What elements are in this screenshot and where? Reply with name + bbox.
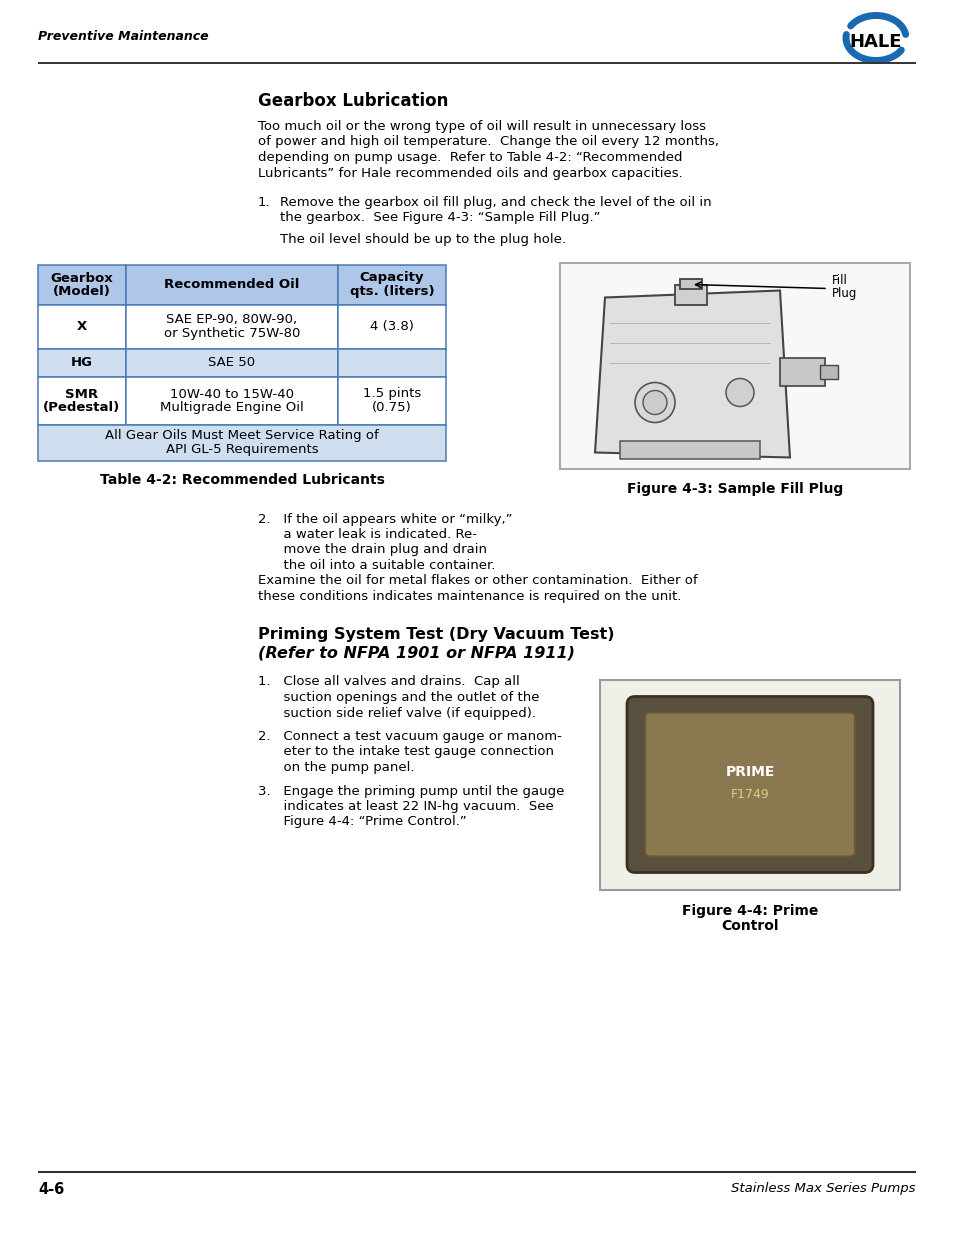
- Text: (Model): (Model): [53, 284, 111, 298]
- Bar: [337, 264, 446, 305]
- FancyBboxPatch shape: [644, 713, 854, 857]
- Bar: [38, 377, 126, 425]
- Text: indicates at least 22 IN-hg vacuum.  See: indicates at least 22 IN-hg vacuum. See: [257, 800, 553, 813]
- Bar: [38, 348, 126, 377]
- Text: Table 4-2: Recommended Lubricants: Table 4-2: Recommended Lubricants: [99, 473, 384, 487]
- Text: Preventive Maintenance: Preventive Maintenance: [38, 30, 209, 43]
- Text: Plug: Plug: [831, 287, 857, 300]
- Text: move the drain plug and drain: move the drain plug and drain: [257, 543, 486, 557]
- Bar: [126, 264, 337, 305]
- Bar: [619, 441, 760, 458]
- Text: X: X: [77, 320, 87, 333]
- Text: API GL-5 Requirements: API GL-5 Requirements: [166, 442, 318, 456]
- Text: 4 (3.8): 4 (3.8): [370, 320, 414, 333]
- Text: of power and high oil temperature.  Change the oil every 12 months,: of power and high oil temperature. Chang…: [257, 136, 719, 148]
- Text: SAE EP-90, 80W-90,: SAE EP-90, 80W-90,: [166, 314, 297, 326]
- Text: the oil into a suitable container.: the oil into a suitable container.: [257, 559, 495, 572]
- Bar: [780, 357, 824, 385]
- Circle shape: [725, 378, 753, 406]
- Text: 2.   Connect a test vacuum gauge or manom-: 2. Connect a test vacuum gauge or manom-: [257, 730, 561, 743]
- Bar: [559, 263, 909, 468]
- Bar: [337, 348, 446, 377]
- FancyBboxPatch shape: [626, 697, 872, 872]
- Text: depending on pump usage.  Refer to Table 4-2: “Recommended: depending on pump usage. Refer to Table …: [257, 151, 681, 164]
- Text: Recommended Oil: Recommended Oil: [164, 278, 299, 291]
- Text: (Pedestal): (Pedestal): [43, 400, 120, 414]
- Bar: [126, 348, 337, 377]
- Text: Examine the oil for metal flakes or other contamination.  Either of: Examine the oil for metal flakes or othe…: [257, 574, 697, 588]
- Text: Remove the gearbox oil fill plug, and check the level of the oil in: Remove the gearbox oil fill plug, and ch…: [280, 196, 711, 209]
- Text: Multigrade Engine Oil: Multigrade Engine Oil: [160, 400, 304, 414]
- Text: (0.75): (0.75): [372, 400, 412, 414]
- Bar: [337, 377, 446, 425]
- Text: (Refer to NFPA 1901 or NFPA 1911): (Refer to NFPA 1901 or NFPA 1911): [257, 646, 575, 661]
- Bar: [820, 364, 837, 378]
- Bar: [126, 305, 337, 348]
- Text: PRIME: PRIME: [724, 766, 774, 779]
- Text: Too much oil or the wrong type of oil will result in unnecessary loss: Too much oil or the wrong type of oil wi…: [257, 120, 705, 133]
- Bar: [126, 377, 337, 425]
- Text: Figure 4-4: Prime: Figure 4-4: Prime: [681, 904, 818, 918]
- Text: Stainless Max Series Pumps: Stainless Max Series Pumps: [731, 1182, 915, 1195]
- Bar: [675, 284, 706, 305]
- Polygon shape: [595, 290, 789, 457]
- Text: 4-6: 4-6: [38, 1182, 64, 1197]
- Text: Priming System Test (Dry Vacuum Test): Priming System Test (Dry Vacuum Test): [257, 627, 614, 642]
- Text: Control: Control: [720, 919, 778, 932]
- Text: F1749: F1749: [730, 788, 768, 802]
- Text: Gearbox: Gearbox: [51, 272, 113, 284]
- Text: Fill: Fill: [831, 274, 847, 288]
- Text: Figure 4-4: “Prime Control.”: Figure 4-4: “Prime Control.”: [257, 815, 466, 829]
- Text: eter to the intake test gauge connection: eter to the intake test gauge connection: [257, 746, 554, 758]
- Text: 1.   Close all valves and drains.  Cap all: 1. Close all valves and drains. Cap all: [257, 676, 519, 688]
- Text: on the pump panel.: on the pump panel.: [257, 761, 414, 774]
- Text: The oil level should be up to the plug hole.: The oil level should be up to the plug h…: [280, 233, 565, 246]
- Text: SMR: SMR: [66, 388, 98, 400]
- Text: Figure 4-3: Sample Fill Plug: Figure 4-3: Sample Fill Plug: [626, 483, 842, 496]
- Bar: [599, 679, 899, 889]
- Text: or Synthetic 75W-80: or Synthetic 75W-80: [164, 326, 300, 340]
- Text: a water leak is indicated. Re-: a water leak is indicated. Re-: [257, 529, 476, 541]
- Bar: [38, 425, 446, 461]
- Text: suction openings and the outlet of the: suction openings and the outlet of the: [257, 692, 539, 704]
- Bar: [337, 305, 446, 348]
- Text: HALE: HALE: [849, 33, 902, 51]
- Text: 1.5 pints: 1.5 pints: [362, 388, 420, 400]
- Bar: [38, 264, 126, 305]
- Text: Gearbox Lubrication: Gearbox Lubrication: [257, 91, 448, 110]
- Bar: [679, 279, 701, 289]
- Text: Capacity: Capacity: [359, 272, 424, 284]
- Text: Lubricants” for Hale recommended oils and gearbox capacities.: Lubricants” for Hale recommended oils an…: [257, 167, 682, 179]
- Text: these conditions indicates maintenance is required on the unit.: these conditions indicates maintenance i…: [257, 590, 680, 603]
- Text: All Gear Oils Must Meet Service Rating of: All Gear Oils Must Meet Service Rating o…: [105, 430, 378, 442]
- Text: 3.   Engage the priming pump until the gauge: 3. Engage the priming pump until the gau…: [257, 784, 564, 798]
- Text: suction side relief valve (if equipped).: suction side relief valve (if equipped).: [257, 706, 536, 720]
- Circle shape: [635, 383, 675, 422]
- Text: qts. (liters): qts. (liters): [350, 284, 434, 298]
- Text: 2.   If the oil appears white or “milky,”: 2. If the oil appears white or “milky,”: [257, 513, 512, 526]
- Text: SAE 50: SAE 50: [208, 356, 255, 369]
- Text: 1.: 1.: [257, 196, 271, 209]
- Text: 10W-40 to 15W-40: 10W-40 to 15W-40: [170, 388, 294, 400]
- Text: the gearbox.  See Figure 4-3: “Sample Fill Plug.”: the gearbox. See Figure 4-3: “Sample Fil…: [280, 211, 599, 225]
- Circle shape: [642, 390, 666, 415]
- Bar: [38, 305, 126, 348]
- Text: HG: HG: [71, 356, 92, 369]
